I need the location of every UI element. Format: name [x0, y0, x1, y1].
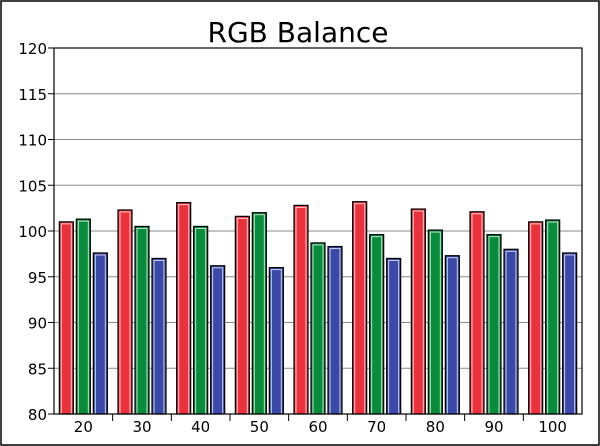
x-tick-label: 20 [74, 418, 93, 436]
x-tick-label: 100 [538, 418, 567, 436]
y-tick-labels: 80 85 90 95 100 105 110 115 120 [18, 40, 54, 424]
y-tick-label: 95 [28, 269, 47, 287]
y-tick-label: 100 [18, 223, 47, 241]
x-tick-labels: 20 30 40 50 60 70 80 90 100 [74, 414, 567, 436]
chart-title: RGB Balance [208, 16, 389, 49]
x-tick-label: 70 [367, 418, 386, 436]
y-tick-label: 115 [18, 86, 47, 104]
x-tick-label: 50 [250, 418, 269, 436]
y-tick-label: 80 [28, 406, 47, 424]
x-tick-label: 30 [132, 418, 151, 436]
y-tick-label: 85 [28, 360, 47, 378]
y-tick-label: 105 [18, 177, 47, 195]
x-tick-label: 60 [308, 418, 327, 436]
y-tick-label: 110 [18, 132, 47, 150]
x-tick-label: 90 [484, 418, 503, 436]
y-tick-label: 120 [18, 40, 47, 58]
x-tick-label: 40 [191, 418, 210, 436]
x-tick-label: 80 [426, 418, 445, 436]
y-tick-label: 90 [28, 315, 47, 333]
